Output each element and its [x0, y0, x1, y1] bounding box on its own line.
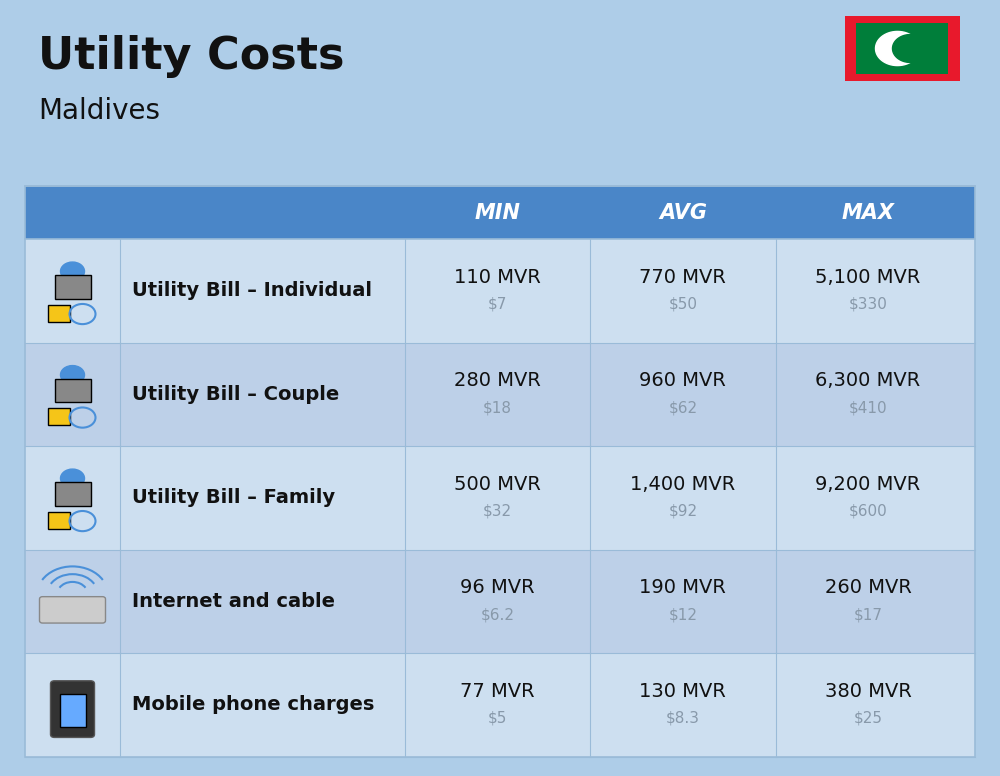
Text: AVG: AVG	[659, 203, 707, 223]
Text: $6.2: $6.2	[481, 608, 515, 622]
FancyBboxPatch shape	[25, 239, 975, 342]
FancyBboxPatch shape	[845, 16, 960, 81]
FancyBboxPatch shape	[25, 653, 975, 757]
FancyBboxPatch shape	[60, 694, 86, 726]
Text: $18: $18	[483, 400, 512, 415]
FancyBboxPatch shape	[48, 408, 70, 425]
Text: 6,300 MVR: 6,300 MVR	[815, 372, 921, 390]
FancyBboxPatch shape	[40, 597, 106, 623]
Circle shape	[61, 262, 85, 281]
Text: $50: $50	[668, 296, 697, 312]
Text: $62: $62	[668, 400, 697, 415]
FancyBboxPatch shape	[856, 23, 948, 74]
Text: $5: $5	[488, 711, 507, 726]
Circle shape	[61, 365, 85, 384]
FancyBboxPatch shape	[25, 342, 975, 446]
Text: 380 MVR: 380 MVR	[825, 682, 912, 701]
Text: Mobile phone charges: Mobile phone charges	[132, 695, 374, 715]
Text: 77 MVR: 77 MVR	[460, 682, 535, 701]
Text: 770 MVR: 770 MVR	[639, 268, 726, 287]
Text: Maldives: Maldives	[38, 97, 160, 125]
Text: $8.3: $8.3	[666, 711, 700, 726]
FancyBboxPatch shape	[25, 549, 975, 653]
Text: 960 MVR: 960 MVR	[639, 372, 726, 390]
Text: $330: $330	[849, 296, 888, 312]
Text: Utility Bill – Individual: Utility Bill – Individual	[132, 281, 372, 300]
Text: MIN: MIN	[475, 203, 521, 223]
Text: $7: $7	[488, 296, 507, 312]
Text: $25: $25	[854, 711, 883, 726]
FancyBboxPatch shape	[55, 483, 90, 506]
FancyBboxPatch shape	[50, 681, 94, 737]
Text: 280 MVR: 280 MVR	[454, 372, 541, 390]
Text: 130 MVR: 130 MVR	[639, 682, 726, 701]
Polygon shape	[893, 35, 928, 62]
Text: Internet and cable: Internet and cable	[132, 592, 335, 611]
Text: $92: $92	[668, 504, 697, 519]
Text: $32: $32	[483, 504, 512, 519]
Text: 190 MVR: 190 MVR	[639, 578, 726, 598]
Text: 110 MVR: 110 MVR	[454, 268, 541, 287]
Text: $410: $410	[849, 400, 887, 415]
Text: 5,100 MVR: 5,100 MVR	[815, 268, 921, 287]
Text: $17: $17	[854, 608, 883, 622]
Text: 260 MVR: 260 MVR	[825, 578, 912, 598]
FancyBboxPatch shape	[48, 512, 70, 529]
Polygon shape	[876, 32, 920, 65]
Text: $12: $12	[668, 608, 697, 622]
Text: Utility Costs: Utility Costs	[38, 35, 344, 78]
Text: Utility Bill – Family: Utility Bill – Family	[132, 488, 335, 508]
FancyBboxPatch shape	[48, 305, 70, 322]
Text: $600: $600	[849, 504, 888, 519]
FancyBboxPatch shape	[55, 275, 90, 299]
Text: 9,200 MVR: 9,200 MVR	[815, 475, 921, 494]
Text: 1,400 MVR: 1,400 MVR	[630, 475, 735, 494]
Text: MAX: MAX	[842, 203, 895, 223]
Text: 96 MVR: 96 MVR	[460, 578, 535, 598]
Text: Utility Bill – Couple: Utility Bill – Couple	[132, 385, 339, 404]
FancyBboxPatch shape	[55, 379, 90, 402]
FancyBboxPatch shape	[25, 446, 975, 549]
FancyBboxPatch shape	[25, 186, 975, 239]
Text: 500 MVR: 500 MVR	[454, 475, 541, 494]
Circle shape	[61, 469, 85, 488]
